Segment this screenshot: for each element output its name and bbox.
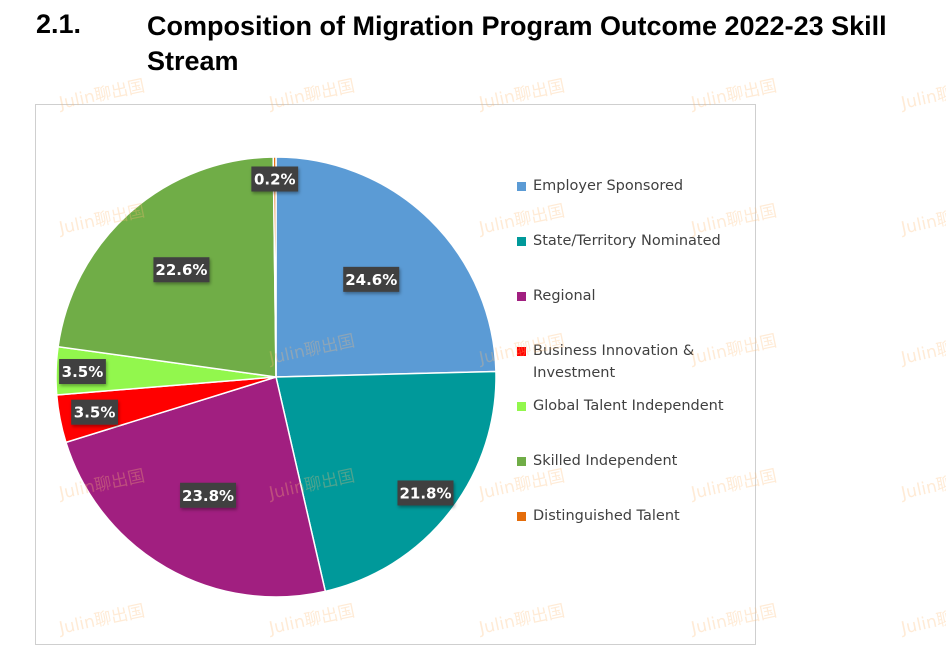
section-number: 2.1.	[36, 9, 82, 39]
data-label-text: 21.8%	[399, 484, 451, 502]
data-label-state-territory-nominated: 21.8%	[397, 480, 454, 506]
chart-frame: 24.6% 21.8% 23.8% 3.5% 3.5% 22.6% 0.2% Employe…	[35, 104, 756, 645]
data-label-regional: 23.8%	[180, 482, 237, 508]
legend-swatch	[517, 237, 526, 246]
legend-swatch	[517, 347, 526, 356]
data-label-text: 3.5%	[62, 363, 104, 381]
data-label-box	[251, 166, 299, 192]
legend-item-distinguished-talent: Distinguished Talent	[517, 505, 757, 527]
section-heading: 2.1. Composition of Migration Program Ou…	[0, 0, 946, 90]
legend-label: Distinguished Talent	[533, 508, 680, 524]
legend-item-global-talent-independent: Global Talent Independent	[517, 395, 757, 417]
legend-swatch	[517, 457, 526, 466]
data-label-box	[59, 359, 106, 385]
legend-item-business-innovation-investment: Business Innovation & Investment	[517, 340, 757, 384]
pie-slice-state-territory-nominated	[275, 370, 497, 593]
legend-label: Business Innovation & Investment	[533, 343, 695, 381]
data-label-skilled-independent: 22.6%	[153, 257, 210, 283]
legend-item-skilled-independent: Skilled Independent	[517, 450, 757, 472]
pie-chart: 24.6% 21.8% 23.8% 3.5% 3.5% 22.6% 0.2%	[55, 156, 497, 598]
data-label-text: 3.5%	[74, 404, 116, 422]
data-label-employer-sponsored: 24.6%	[343, 266, 400, 292]
legend-label: Employer Sponsored	[533, 178, 684, 194]
data-label-box	[71, 399, 118, 425]
legend-swatch	[517, 402, 526, 411]
legend-label: Regional	[533, 288, 596, 304]
watermark-text: Julin聊出国	[899, 466, 946, 504]
data-label-text: 24.6%	[345, 271, 397, 289]
legend: Employer Sponsored State/Territory Nomina…	[517, 175, 757, 527]
legend-swatch	[517, 292, 526, 301]
data-label-text: 23.8%	[182, 487, 234, 505]
data-label-text: 0.2%	[254, 171, 296, 189]
legend-label: Global Talent Independent	[533, 398, 724, 414]
watermark-text: Julin聊出国	[899, 331, 946, 369]
section-title: Composition of Migration Program Outcome…	[147, 11, 887, 76]
data-label-global-talent-independent: 3.5%	[59, 359, 106, 385]
legend-label: State/Territory Nominated	[533, 233, 721, 249]
legend-swatch	[517, 512, 526, 521]
legend-label: Skilled Independent	[533, 453, 678, 469]
data-label-box	[153, 257, 210, 283]
data-label-distinguished-talent: 0.2%	[251, 166, 299, 192]
watermark-text: Julin聊出国	[899, 201, 946, 239]
pie-slice-distinguished-talent	[272, 156, 277, 378]
watermark-text: Julin聊出国	[899, 601, 946, 639]
legend-item-regional: Regional	[517, 285, 757, 307]
data-labels: 24.6% 21.8% 23.8% 3.5% 3.5% 22.6% 0.2%	[59, 166, 454, 508]
legend-item-state-territory-nominated: State/Territory Nominated	[517, 230, 757, 252]
legend-item-employer-sponsored: Employer Sponsored	[517, 175, 757, 197]
data-label-box	[397, 480, 454, 506]
data-label-text: 22.6%	[155, 261, 207, 279]
pie-slices	[55, 156, 497, 598]
legend-swatch	[517, 182, 526, 191]
data-label-box	[343, 266, 400, 292]
data-label-box	[180, 482, 237, 508]
data-label-business-innovation-investment: 3.5%	[71, 399, 118, 425]
